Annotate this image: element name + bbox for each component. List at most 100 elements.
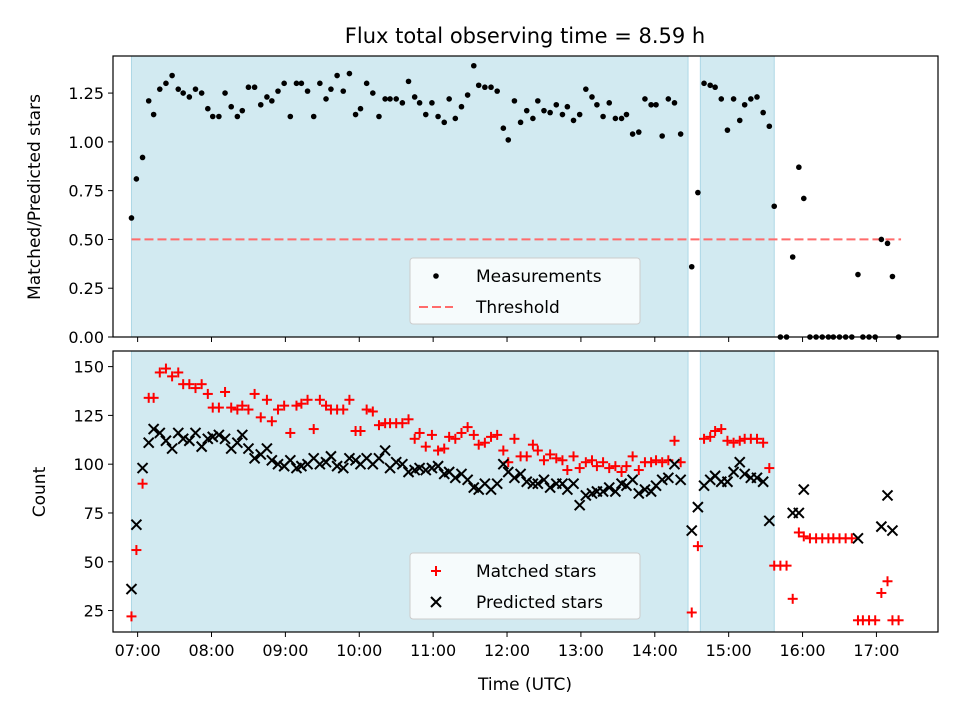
- measurement-point: [287, 113, 294, 120]
- x-tick-label: 12:00: [484, 641, 530, 660]
- measurement-point: [422, 111, 429, 118]
- y-tick-label: 1.00: [68, 133, 104, 152]
- measurement-point: [583, 86, 589, 92]
- measurement-point: [736, 117, 743, 124]
- measurement-point: [169, 72, 175, 79]
- predicted-star-point: [597, 485, 609, 498]
- measurement-point: [393, 96, 400, 102]
- legend-label: Threshold: [475, 298, 560, 318]
- measurement-point: [150, 111, 157, 118]
- predicted-star-point: [420, 464, 432, 476]
- predicted-star-point: [373, 452, 385, 465]
- predicted-star-point: [143, 437, 155, 449]
- matched-star-point: [716, 424, 727, 435]
- measurement-point: [884, 240, 891, 247]
- matched-star-point: [167, 371, 178, 382]
- x-tick-label: 17:00: [853, 641, 899, 660]
- measurement-point: [275, 88, 281, 94]
- measurement-point: [707, 82, 714, 89]
- predicted-star-point: [544, 481, 556, 494]
- matched-star-point: [261, 394, 272, 405]
- measurement-point: [718, 96, 725, 102]
- predicted-star-point: [154, 427, 166, 439]
- measurement-point: [653, 101, 659, 108]
- matched-star-point: [255, 412, 266, 423]
- matched-star-point: [479, 437, 490, 448]
- y-tick-label: 25: [84, 602, 104, 621]
- measurement-point: [612, 115, 619, 122]
- legend-label: Predicted stars: [476, 593, 603, 613]
- matched-star-point: [551, 453, 562, 464]
- predicted-star-point: [449, 472, 462, 484]
- measurement-point: [517, 119, 524, 126]
- measurement-point: [145, 98, 152, 104]
- measurement-point: [771, 203, 778, 210]
- matched-star-point: [574, 463, 585, 474]
- predicted-star-point: [272, 458, 284, 470]
- matched-star-point: [302, 394, 313, 405]
- predicted-star-point: [390, 456, 402, 468]
- measurement-point: [530, 115, 536, 122]
- predicted-star-point: [266, 454, 278, 466]
- matched-star-point: [226, 402, 237, 413]
- measurement-point: [648, 101, 654, 108]
- measurement-point: [559, 111, 566, 118]
- matched-star-point: [586, 455, 597, 466]
- measurement-point: [458, 103, 465, 110]
- measurement-point: [855, 271, 861, 278]
- matched-star-point: [686, 607, 697, 618]
- matched-star-point: [160, 363, 171, 374]
- measurement-point: [352, 111, 359, 118]
- predicted-star-point: [727, 466, 740, 478]
- legend-marker: [433, 273, 439, 279]
- measurement-point: [293, 80, 300, 87]
- predicted-star-point: [538, 474, 550, 486]
- predicted-star-point: [793, 507, 805, 519]
- measurement-point: [340, 88, 347, 94]
- x-tick-label: 16:00: [779, 641, 825, 660]
- measurement-point: [239, 107, 246, 114]
- predicted-star-point: [734, 456, 746, 468]
- matched-star-point: [190, 383, 201, 394]
- matched-star-point: [273, 404, 283, 415]
- measurement-point: [470, 62, 477, 69]
- predicted-star-point: [763, 515, 776, 527]
- predicted-star-point: [177, 433, 189, 445]
- matched-star-point: [538, 455, 549, 466]
- predicted-star-point: [633, 487, 645, 500]
- measurement-point: [133, 176, 140, 182]
- predicted-star-point: [331, 460, 343, 472]
- measurement-point: [635, 129, 642, 135]
- measurement-point: [429, 100, 435, 106]
- matched-star-point: [173, 367, 184, 378]
- measurement-point: [594, 101, 600, 108]
- measurement-point: [435, 113, 441, 120]
- measurement-point: [328, 86, 334, 92]
- measurement-point: [482, 84, 488, 91]
- measurement-point: [724, 127, 731, 133]
- matched-star-point: [527, 439, 538, 450]
- matched-star-point: [492, 429, 503, 440]
- measurement-point: [298, 80, 305, 87]
- y-tick-label: 1.25: [68, 84, 104, 103]
- matched-star-point: [751, 433, 762, 444]
- predicted-star-point: [248, 452, 261, 465]
- measurement-point: [192, 86, 199, 92]
- measurement-point: [494, 88, 500, 94]
- matched-star-point: [882, 576, 893, 587]
- matched-star-point: [420, 441, 431, 452]
- matched-star-point: [291, 400, 302, 411]
- measurement-point: [665, 96, 672, 102]
- y-tick-label: 150: [73, 358, 104, 377]
- matched-star-point: [473, 439, 484, 450]
- measurement-point: [387, 96, 393, 102]
- predicted-star-point: [527, 477, 539, 490]
- measurement-point: [245, 84, 252, 91]
- matched-star-point: [296, 398, 307, 409]
- legend-label: Matched stars: [476, 562, 596, 582]
- matched-star-point: [598, 457, 609, 468]
- y-tick-label: 0.00: [68, 328, 104, 347]
- matched-star-point: [758, 437, 769, 448]
- predicted-star-point: [532, 477, 544, 490]
- matched-star-point: [870, 615, 881, 626]
